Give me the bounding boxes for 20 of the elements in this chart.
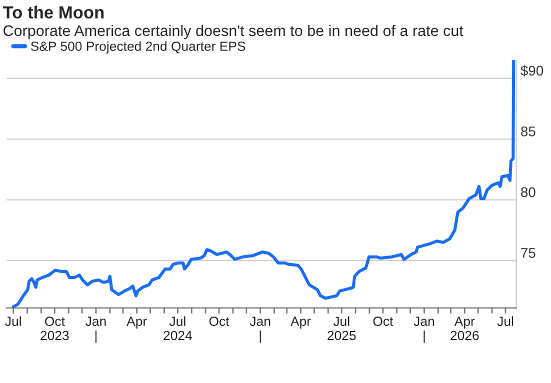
chart-title: To the Moon: [2, 6, 104, 18]
legend-label: S&P 500 Projected 2nd Quarter EPS: [30, 41, 246, 54]
x-tick-label: Jul 2025: [328, 316, 356, 340]
x-tick-label: Jan |: [250, 316, 270, 343]
x-tick-label: Jan |: [86, 316, 106, 343]
chart-subtitle: Corporate America certainly doesn't seem to be in need of a rate cut: [4, 24, 464, 40]
x-tick-label: Apr 2026: [450, 316, 479, 340]
x-tick-label: Jul: [497, 316, 514, 326]
x-tick-label: Jan |: [414, 316, 434, 343]
y-tick-label: $90: [520, 65, 544, 76]
y-tick-label: 80: [521, 187, 536, 198]
x-tick-label: Oct: [209, 316, 230, 326]
x-tick-label: Oct: [373, 316, 394, 326]
x-tick-label: Jul 2024: [164, 316, 192, 340]
x-tick-label: Apr: [290, 316, 311, 329]
x-tick-label: Apr: [126, 316, 147, 329]
x-tick-label: Oct 2023: [40, 316, 69, 340]
y-tick-label: 75: [521, 248, 536, 258]
x-tick-label: Jul: [5, 316, 21, 326]
y-tick-label: 85: [521, 126, 536, 136]
